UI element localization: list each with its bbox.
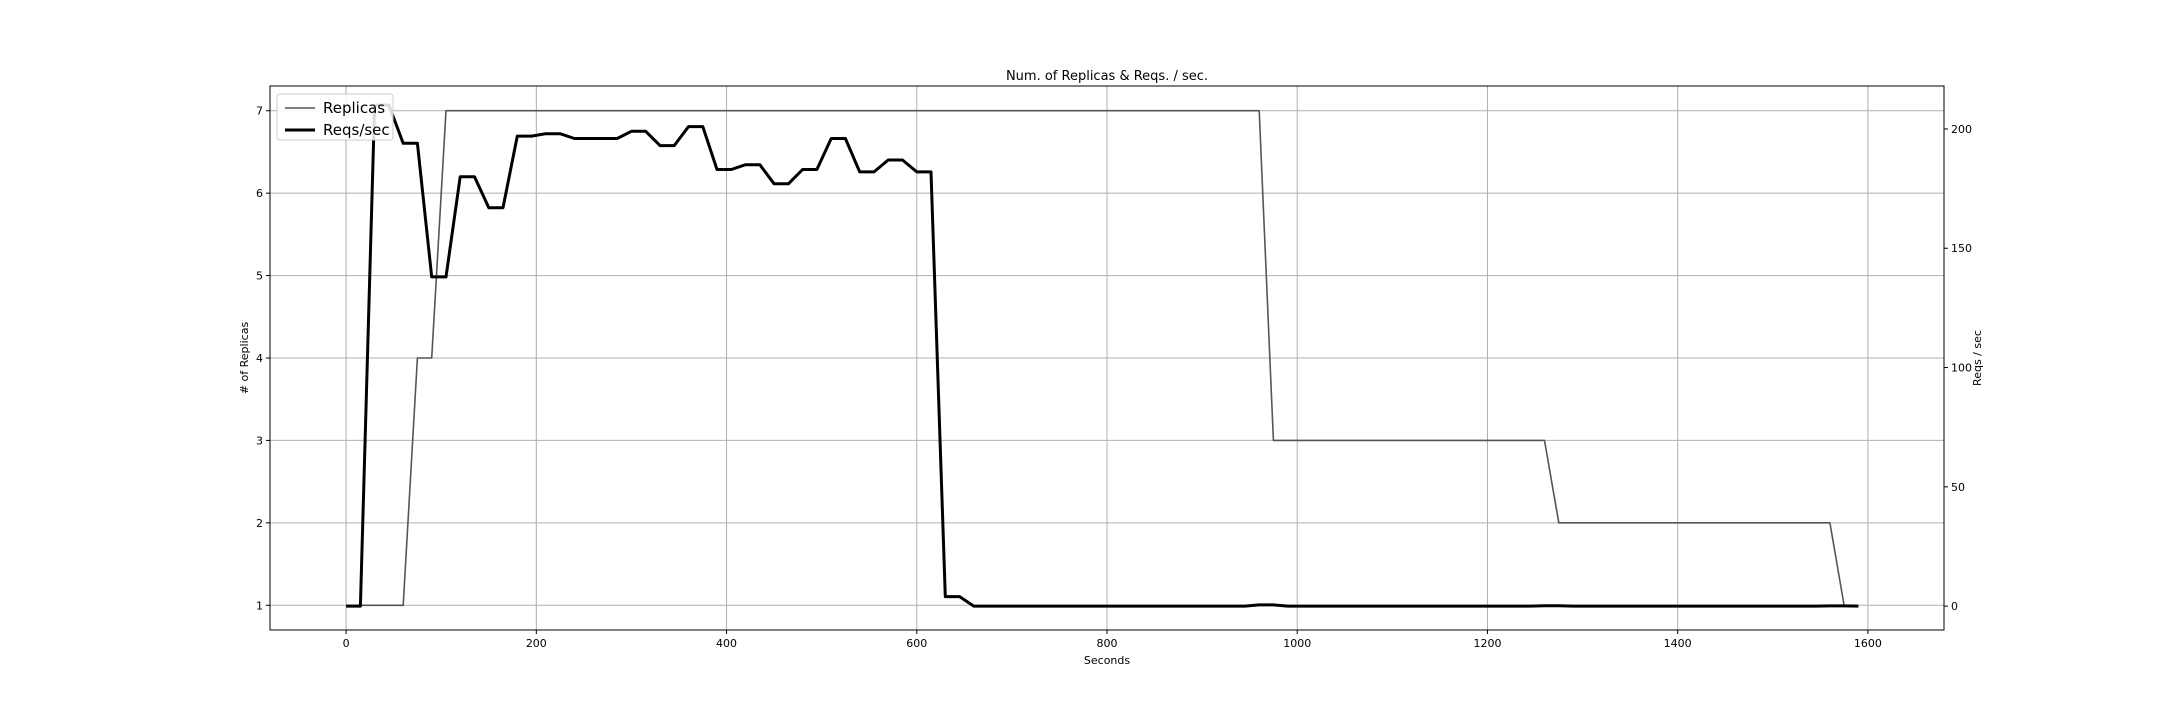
y-axis-left-title: # of Replicas (238, 322, 251, 395)
x-tick-label: 800 (1097, 637, 1118, 650)
x-tick-label: 1000 (1283, 637, 1311, 650)
x-tick-label: 200 (526, 637, 547, 650)
x-axis-ticks: 0 200 400 600 800 1000 1200 1400 1600 (343, 630, 1882, 650)
series-line-replicas (346, 109, 1859, 607)
y-right-tick-label: 150 (1951, 242, 1972, 255)
legend: Replicas Reqs/sec (276, 93, 394, 141)
x-tick-label: 0 (343, 637, 350, 650)
y-tick-label: 4 (256, 352, 263, 365)
y-tick-label: 6 (256, 187, 263, 200)
legend-label: Replicas (323, 99, 385, 117)
series-line-reqs-sec (346, 103, 1859, 608)
legend-label: Reqs/sec (323, 121, 390, 139)
y-tick-label: 3 (256, 434, 263, 447)
y-right-tick-label: 0 (1951, 600, 1958, 613)
grid (270, 86, 1944, 630)
series-layer (346, 103, 1859, 608)
x-tick-label: 600 (906, 637, 927, 650)
y-right-tick-label: 200 (1951, 123, 1972, 136)
chart-title: Num. of Replicas & Reqs. / sec. (1006, 69, 1208, 84)
y-tick-label: 5 (256, 270, 263, 283)
y-axis-right-ticks: 0 50 100 150 200 (1944, 123, 1972, 613)
x-axis-title: Seconds (1084, 654, 1130, 667)
y-axis-right-title: Reqs / sec (1971, 330, 1984, 386)
y-tick-label: 2 (256, 517, 263, 530)
y-tick-label: 1 (256, 599, 263, 612)
x-tick-label: 1200 (1473, 637, 1501, 650)
y-tick-label: 7 (256, 105, 263, 118)
y-axis-left-ticks: 1 2 3 4 5 6 7 (256, 105, 270, 612)
x-tick-label: 400 (716, 637, 737, 650)
y-right-tick-label: 50 (1951, 481, 1965, 494)
y-right-tick-label: 100 (1951, 362, 1972, 375)
x-tick-label: 1400 (1664, 637, 1692, 650)
x-tick-label: 1600 (1854, 637, 1882, 650)
